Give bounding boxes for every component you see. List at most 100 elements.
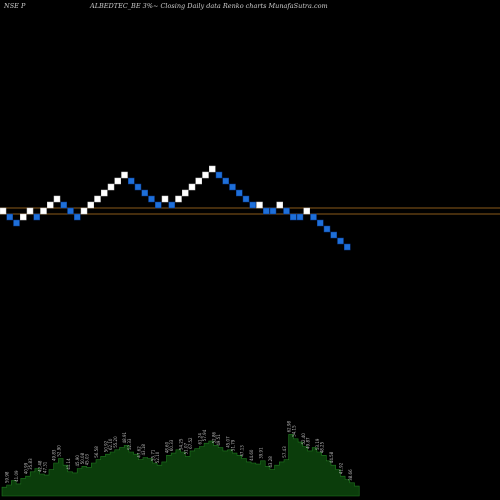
volume-label: 57.94 xyxy=(202,429,207,441)
renko-brick-down xyxy=(249,201,256,209)
renko-brick-up xyxy=(303,207,310,215)
volume-label: 41.92 xyxy=(338,462,343,474)
renko-brick-up xyxy=(0,207,7,215)
renko-brick-down xyxy=(283,207,290,215)
renko-brick-down xyxy=(296,213,304,221)
volume-label: 52.33 xyxy=(127,438,132,450)
renko-brick-down xyxy=(74,213,81,221)
volume-label: 51.07 xyxy=(183,442,188,454)
volume-label: 48.60 xyxy=(165,441,170,453)
renko-brick-up xyxy=(87,201,94,209)
renko-brick-down xyxy=(263,207,270,215)
renko-brick-down xyxy=(269,207,277,215)
renko-brick-down xyxy=(13,219,20,227)
renko-brick-up xyxy=(182,189,189,197)
volume-label: 50.92 xyxy=(103,440,108,452)
volume-label: 57.43 xyxy=(282,446,287,458)
volume-label: 62.98 xyxy=(287,420,292,432)
renko-brick-down xyxy=(155,201,162,209)
renko-brick-down xyxy=(290,213,297,221)
renko-brick-down xyxy=(323,225,331,233)
volume-label: 42.48 xyxy=(38,460,43,472)
renko-brick-down xyxy=(317,219,324,227)
renko-brick-up xyxy=(40,207,47,215)
renko-brick-down xyxy=(6,213,13,221)
volume-label: 45.07 xyxy=(226,436,231,448)
volume-label: 47.13 xyxy=(240,445,245,457)
volume-label: 48.25 xyxy=(320,441,325,453)
renko-brick-up xyxy=(47,201,54,209)
renko-brick-up xyxy=(161,195,169,203)
volume-label: 49.51 xyxy=(216,434,221,446)
volume-label: 49.83 xyxy=(52,449,57,461)
volume-panel: 59.98 41.09 40.99 35.83 42.48 47.31 49.83 52.90… xyxy=(1,420,360,497)
renko-brick-up xyxy=(53,195,61,203)
renko-brick-down xyxy=(128,177,135,185)
volume-label: 38.66 xyxy=(348,469,353,481)
volume-label: 52.40 xyxy=(301,433,306,445)
volume-label: 62.10 xyxy=(108,438,113,450)
renko-brick-up xyxy=(20,213,27,221)
volume-label: 53.19 xyxy=(315,438,320,450)
renko-brick-up xyxy=(256,201,263,209)
volume-label: 54.25 xyxy=(179,438,184,450)
volume-label: 40.99 xyxy=(24,462,29,474)
volume-label: 39.91 xyxy=(259,447,264,459)
renko-brick-down xyxy=(148,195,155,203)
renko-brick-up xyxy=(26,207,34,215)
renko-brick-down xyxy=(134,183,142,191)
volume-area xyxy=(1,434,360,497)
renko-brick-down xyxy=(310,213,317,221)
renko-brick-down xyxy=(168,201,175,209)
volume-label: 61.24 xyxy=(197,433,202,445)
volume-label: 44.60 xyxy=(249,449,254,461)
renko-brick-down xyxy=(242,195,250,203)
volume-label: 43.28 xyxy=(268,456,273,468)
renko-brick-down xyxy=(229,183,236,191)
volume-label: 67.52 xyxy=(188,437,193,449)
renko-brick-down xyxy=(141,189,148,197)
renko-brick-up xyxy=(121,171,128,179)
volume-label: 55.20 xyxy=(113,436,118,448)
volume-label: 47.31 xyxy=(42,461,47,473)
volume-label: 56.58 xyxy=(94,446,99,458)
volume-label: 45.90 xyxy=(75,455,80,467)
volume-label: 49.87 xyxy=(306,437,311,449)
renko-brick-down xyxy=(222,177,229,185)
volume-label: 41.09 xyxy=(14,470,19,482)
renko-brick-up xyxy=(101,189,108,197)
reference-lines xyxy=(0,207,500,215)
renko-brick-up xyxy=(114,177,121,185)
renko-brick-up xyxy=(202,171,209,179)
volume-label: 35.83 xyxy=(28,458,33,470)
renko-brick-down xyxy=(215,171,223,179)
renko-brick-down xyxy=(330,231,337,239)
renko-brick-down xyxy=(344,243,351,251)
volume-label: 52.10 xyxy=(155,451,160,463)
renko-brick-up xyxy=(80,207,88,215)
volume-label: 47.62 xyxy=(136,446,141,458)
volume-label: 52.90 xyxy=(56,445,61,457)
volume-label: 50.08 xyxy=(80,452,85,464)
volume-label: 54.15 xyxy=(291,425,296,437)
renko-brick-up xyxy=(175,195,182,203)
volume-label: 60.33 xyxy=(169,439,174,451)
renko-brick-up xyxy=(94,195,101,203)
renko-bricks xyxy=(0,165,351,251)
volume-label: 45.03 xyxy=(85,453,90,465)
renko-brick-up xyxy=(276,201,283,209)
volume-label: 41.14 xyxy=(66,458,71,470)
renko-brick-down xyxy=(67,207,74,215)
renko-brick-down xyxy=(236,189,243,197)
chart-exchange: NSE P xyxy=(3,2,26,10)
renko-brick-down xyxy=(337,237,344,245)
volume-label: 43.18 xyxy=(141,444,146,456)
volume-label: 48.91 xyxy=(122,431,127,443)
renko-brick-up xyxy=(107,183,115,191)
renko-brick-down xyxy=(60,201,67,209)
renko-brick-up xyxy=(188,183,196,191)
volume-label: 51.79 xyxy=(230,439,235,451)
volume-label: 55.71 xyxy=(150,449,155,461)
